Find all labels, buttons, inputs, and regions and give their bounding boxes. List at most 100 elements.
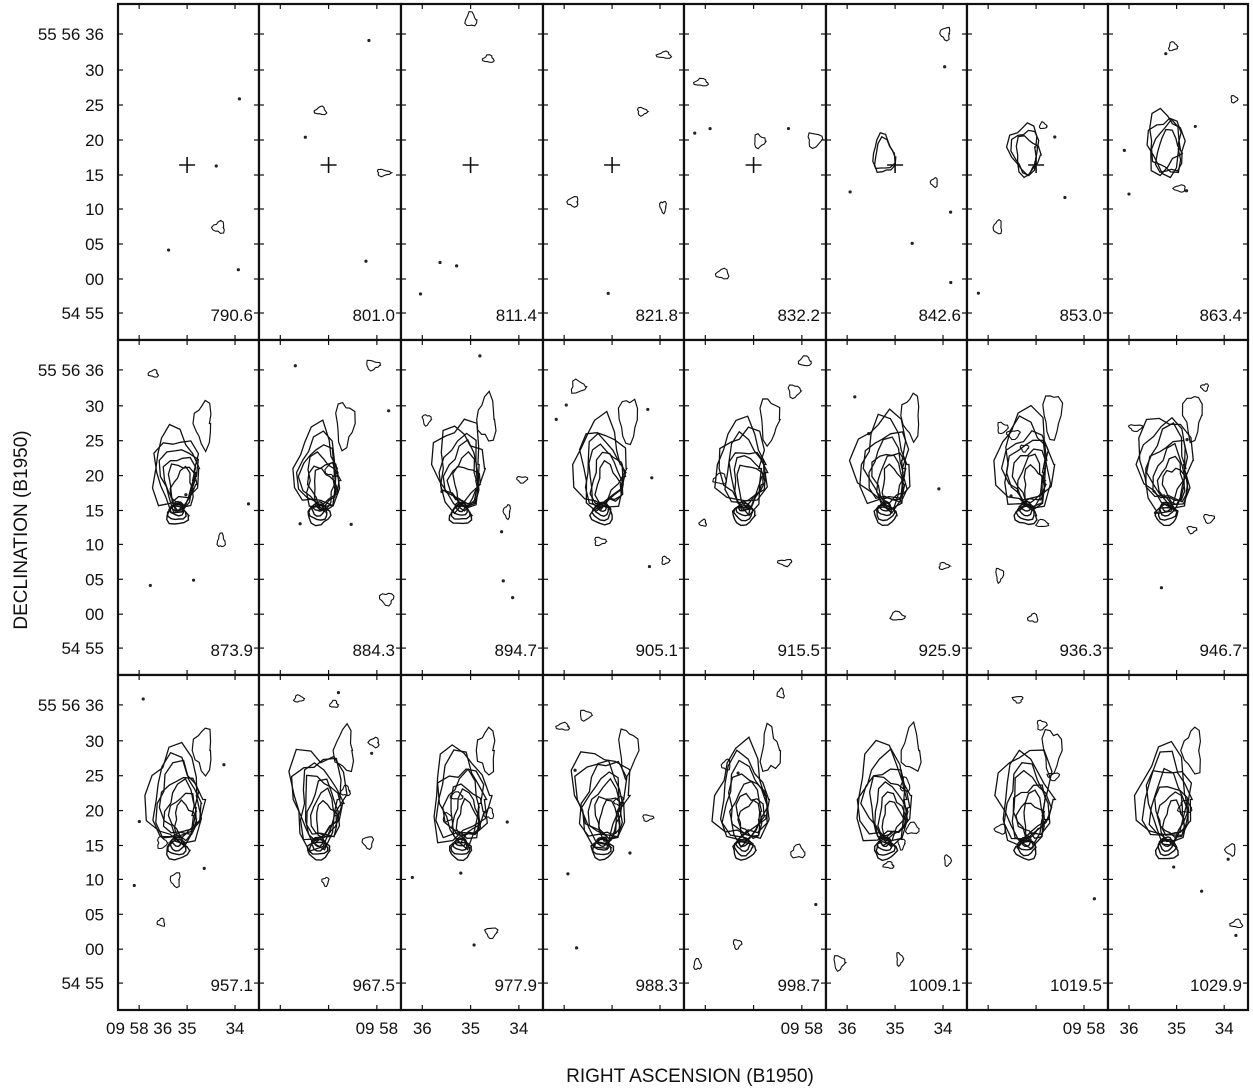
- noise-dot: [1234, 933, 1238, 938]
- plume-contour: [332, 722, 355, 773]
- noise-contour: [929, 176, 938, 189]
- channel-panel: 957.1: [116, 673, 261, 1012]
- x-tick-labels: 09 58 36 35 34 09 58 36 35 34 09 58 36 35 34 09 58 3…: [106, 1019, 1234, 1038]
- emission-contour: [598, 799, 621, 835]
- noise-dot: [500, 530, 504, 534]
- emission-contour: [158, 776, 200, 848]
- panel-frame: [682, 2, 828, 342]
- panel-frame: [399, 2, 545, 342]
- noise-dot: [976, 291, 981, 295]
- emission-contour: [167, 463, 198, 512]
- emission-contour: [446, 450, 479, 505]
- y-tick-label: 55 56 36: [38, 25, 104, 44]
- channel-panel: 977.9: [399, 673, 545, 1012]
- noise-dot: [387, 409, 391, 413]
- noise-dot: [246, 502, 251, 506]
- core-contour: [733, 504, 754, 522]
- noise-dot: [298, 522, 302, 526]
- noise-contour: [156, 917, 166, 927]
- core-contour: [310, 837, 328, 852]
- noise-contour: [555, 721, 571, 731]
- noise-contour: [1223, 842, 1236, 858]
- noise-contour: [833, 955, 847, 973]
- noise-contour: [169, 872, 181, 889]
- emission-contour: [578, 432, 628, 513]
- velocity-label: 790.6: [210, 306, 253, 325]
- emission-contour: [316, 799, 340, 839]
- emission-contour: [881, 463, 906, 504]
- emission-contour: [290, 757, 342, 851]
- core-contour: [1016, 839, 1038, 857]
- panel-frame: [682, 673, 828, 1012]
- noise-contour: [776, 558, 793, 568]
- emission-contour: [1150, 118, 1182, 174]
- x-tick-label: 34: [509, 1019, 528, 1038]
- channel-panel: 1009.1: [824, 673, 969, 1012]
- core-contour: [451, 837, 468, 852]
- emission-contour: [860, 768, 906, 848]
- emission-contour: [162, 777, 198, 836]
- noise-contour: [1036, 719, 1049, 731]
- emission-contour: [306, 778, 341, 838]
- noise-dot: [166, 248, 171, 252]
- noise-dot: [202, 866, 206, 870]
- core-contour: [1160, 836, 1173, 848]
- emission-contour: [1156, 455, 1186, 501]
- noise-dot: [364, 259, 368, 263]
- plume-contour: [618, 728, 640, 781]
- noise-contour: [1127, 424, 1145, 432]
- channel-panel: 853.0: [965, 2, 1110, 342]
- emission-contour: [719, 749, 771, 841]
- channel-panel: 1029.9: [1106, 673, 1250, 1012]
- y-tick-label: 10: [85, 535, 104, 554]
- emission-contour: [724, 430, 769, 504]
- noise-contour: [776, 687, 786, 699]
- noise-dot: [132, 883, 136, 888]
- noise-contour: [995, 567, 1005, 585]
- emission-contour: [1161, 799, 1186, 837]
- panel-frame: [399, 338, 545, 677]
- emission-contour: [1023, 802, 1047, 839]
- plume-contour: [759, 398, 782, 448]
- emission-contour: [451, 787, 482, 837]
- noise-dot: [736, 771, 740, 775]
- noise-contour: [897, 838, 906, 851]
- emission-contour: [1005, 439, 1046, 508]
- plume-contour: [191, 727, 212, 778]
- emission-contour: [1010, 129, 1040, 177]
- noise-contour: [1203, 513, 1215, 524]
- noise-dot: [1193, 124, 1197, 129]
- velocity-label: 821.8: [635, 306, 678, 325]
- noise-contour: [659, 200, 667, 215]
- y-tick-label: 20: [85, 467, 104, 486]
- emission-contour: [173, 799, 198, 839]
- panel-frame: [1106, 673, 1250, 1012]
- velocity-label: 1029.9: [1190, 976, 1242, 995]
- emission-contour: [295, 430, 337, 508]
- emission-contour: [587, 777, 621, 841]
- emission-contour: [1023, 463, 1048, 504]
- noise-dot: [237, 97, 242, 101]
- noise-dot: [910, 241, 914, 245]
- velocity-label: 946.7: [1199, 641, 1242, 660]
- noise-dot: [1164, 52, 1168, 56]
- noise-dot: [418, 292, 423, 296]
- y-tick-label: 54 55: [61, 639, 104, 658]
- core-contour: [738, 501, 751, 512]
- plume-contour: [900, 720, 922, 773]
- y-tick-label: 15: [85, 501, 104, 520]
- emission-contour: [304, 774, 343, 843]
- core-contour: [312, 500, 325, 512]
- noise-dot: [814, 902, 818, 907]
- emission-contour: [736, 464, 764, 508]
- noise-dot: [646, 407, 650, 412]
- x-tick-label: 35: [1167, 1019, 1186, 1038]
- noise-contour: [1011, 695, 1024, 704]
- noise-dot: [184, 493, 188, 497]
- noise-contour: [321, 876, 330, 888]
- x-tick-label: 34: [226, 1019, 245, 1038]
- noise-dot: [505, 820, 509, 824]
- y-tick-label: 15: [85, 836, 104, 855]
- noise-contour: [939, 26, 951, 42]
- emission-contour: [158, 449, 199, 513]
